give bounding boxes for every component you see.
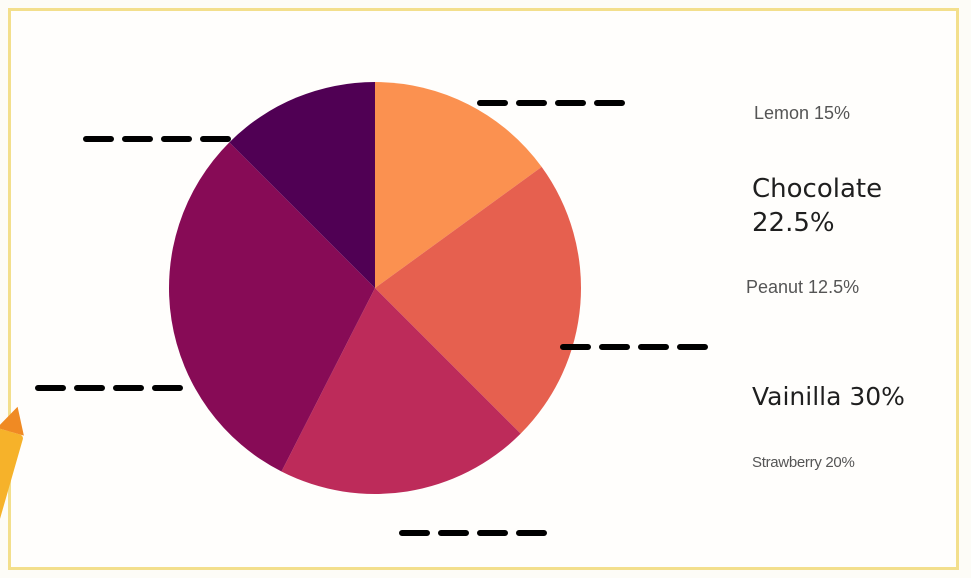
legend-strawberry: Strawberry 20%: [752, 454, 855, 471]
pie-slice-chocolate: [375, 166, 581, 434]
legend-lemon: Lemon 15%: [754, 103, 851, 123]
pie-slice-vainilla: [169, 142, 375, 472]
answer-blank-lines: [35, 100, 713, 536]
pie-slice-peanut: [229, 82, 375, 288]
pie-slice-strawberry: [281, 288, 521, 494]
crayon-icon: [0, 406, 24, 570]
pie-slices: [169, 82, 581, 494]
legend-vanilla: Vainilla 30%: [752, 382, 905, 411]
legend-peanut: Peanut 12.5%: [746, 277, 860, 297]
legend-chocolate: Chocolate 22.5%: [752, 174, 883, 238]
pie-slice-lemon: [375, 82, 542, 288]
